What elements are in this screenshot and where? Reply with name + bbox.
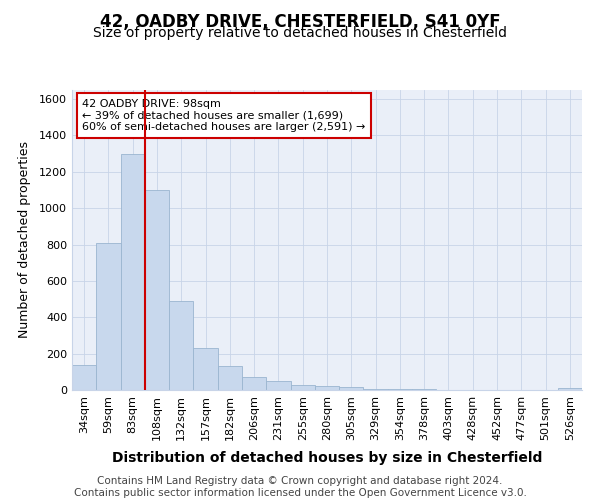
Bar [339,388,364,390]
Bar [315,386,339,390]
Bar [121,154,145,390]
Bar [558,388,582,390]
X-axis label: Distribution of detached houses by size in Chesterfield: Distribution of detached houses by size … [112,451,542,465]
Bar [364,389,388,390]
Bar [72,364,96,390]
Bar [218,366,242,390]
Bar [96,242,121,390]
Bar [193,348,218,390]
Text: Contains HM Land Registry data © Crown copyright and database right 2024.
Contai: Contains HM Land Registry data © Crown c… [74,476,526,498]
Bar [290,384,315,390]
Y-axis label: Number of detached properties: Number of detached properties [17,142,31,338]
Bar [169,301,193,390]
Bar [266,381,290,390]
Text: 42 OADBY DRIVE: 98sqm
← 39% of detached houses are smaller (1,699)
60% of semi-d: 42 OADBY DRIVE: 98sqm ← 39% of detached … [82,99,365,132]
Text: 42, OADBY DRIVE, CHESTERFIELD, S41 0YF: 42, OADBY DRIVE, CHESTERFIELD, S41 0YF [100,12,500,30]
Text: Size of property relative to detached houses in Chesterfield: Size of property relative to detached ho… [93,26,507,40]
Bar [145,190,169,390]
Bar [242,378,266,390]
